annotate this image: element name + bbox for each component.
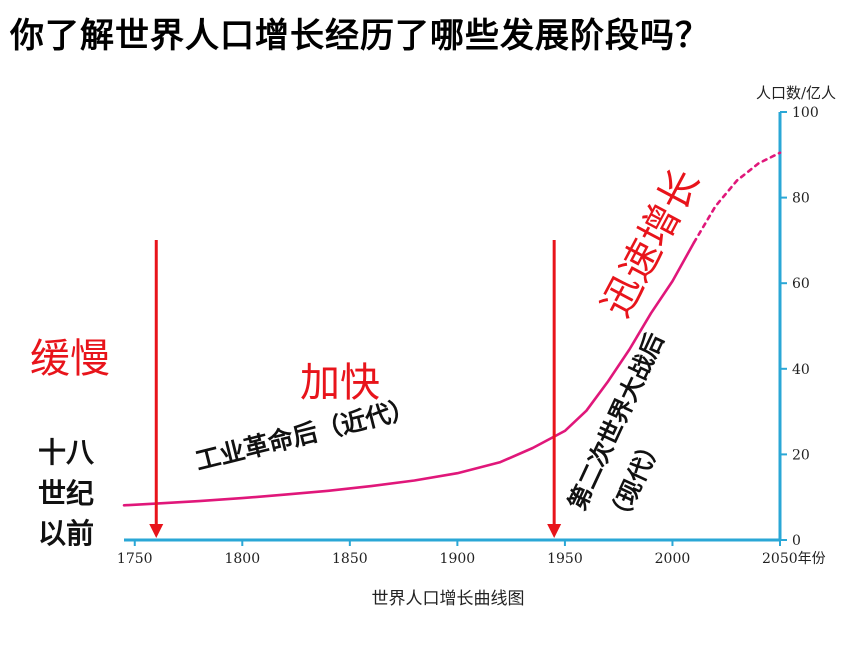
- x-tick-label: 2050年份: [762, 551, 826, 567]
- era-1-line-2: 世纪: [38, 477, 94, 510]
- y-axis-label: 人口数/亿人: [756, 84, 836, 102]
- x-tick-label: 1800: [224, 551, 260, 567]
- y-tick-label: 80: [792, 191, 810, 207]
- x-tick-label: 1750: [117, 551, 153, 567]
- y-tick-label: 100: [792, 105, 819, 121]
- y-tick-label: 20: [792, 447, 810, 463]
- chart-caption: 世界人口增长曲线图: [372, 589, 525, 609]
- x-tick-label: 1900: [440, 551, 476, 567]
- y-tick-label: 40: [792, 362, 810, 378]
- stage-rapid-label: 迅速增长: [593, 162, 709, 325]
- era-1-line-3: 以前: [38, 517, 94, 550]
- era-1-line-1: 十八: [38, 436, 95, 469]
- population-line: [122, 241, 696, 507]
- x-tick-label: 1850: [332, 551, 368, 567]
- stage-slow-label: 缓慢: [30, 336, 110, 382]
- stage-divider-arrowhead: [149, 524, 164, 538]
- y-tick-label: 0: [792, 533, 801, 549]
- x-tick-label: 2000: [655, 551, 691, 567]
- stage-accelerate-label: 加快: [300, 360, 380, 406]
- stage-divider-arrowhead: [547, 524, 562, 538]
- page-title: 你了解世界人口增长经历了哪些发展阶段吗？: [10, 16, 710, 56]
- x-unit-label: 年份: [798, 551, 826, 567]
- projected-population-line: [692, 151, 782, 244]
- x-tick-label: 1950: [547, 551, 583, 567]
- era-1-label: 十八 世纪 以前: [38, 436, 95, 550]
- y-tick-label: 60: [792, 276, 810, 292]
